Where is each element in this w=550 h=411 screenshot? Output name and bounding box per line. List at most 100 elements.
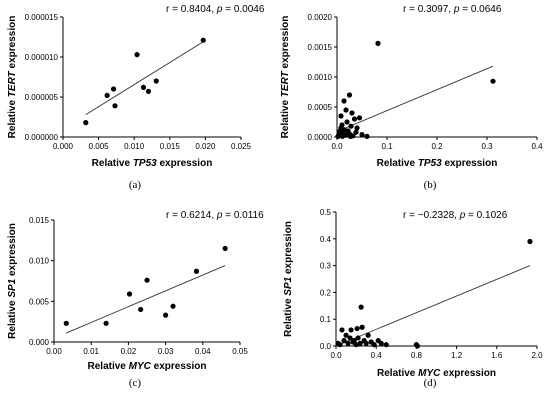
y-tick-label: 0.000010 — [25, 53, 59, 62]
y-tick-label: 0.1 — [320, 315, 332, 324]
data-point — [490, 78, 496, 84]
y-tick-label: 0.2 — [320, 288, 332, 297]
data-point — [339, 122, 345, 128]
x-tick-label: 0.00 — [46, 347, 62, 356]
y-tick-label: 0.0010 — [308, 73, 333, 82]
data-point — [356, 115, 363, 121]
data-point — [349, 110, 355, 116]
y-tick-label: 0.000015 — [25, 13, 59, 22]
data-point — [354, 125, 360, 131]
chart-panel-1: 0.000 0.005 0.010 0.015 0.020 0.025 0.000000 0.… — [7, 4, 265, 191]
data-point — [353, 129, 359, 135]
x-tick-label: 0.025 — [231, 142, 252, 151]
panel-label: (a) — [129, 179, 142, 191]
data-point — [104, 92, 110, 98]
x-tick-label: 0.020 — [195, 142, 216, 151]
data-point — [345, 340, 351, 346]
data-point — [110, 86, 117, 92]
x-tick-label: 0.000 — [53, 142, 74, 151]
y-axis-title: Relative TERT expression — [280, 16, 291, 139]
y-tick-label: 0.000 — [29, 338, 50, 347]
x-tick-label: 0.8 — [411, 351, 423, 360]
data-point — [357, 340, 363, 346]
correlation-annotation: r = 0.6214, p = 0.0116 — [166, 210, 264, 221]
y-tick-label: 0.0 — [320, 342, 332, 351]
regression-line — [335, 265, 531, 347]
data-point — [339, 133, 346, 139]
data-point — [358, 304, 364, 310]
y-tick-label: 0.0020 — [308, 13, 333, 22]
y-tick-label: 0.3 — [320, 262, 332, 271]
data-point — [138, 306, 144, 313]
x-tick-label: 0.0 — [331, 142, 343, 151]
data-point — [63, 320, 69, 326]
y-tick-label: 0.4 — [320, 235, 332, 244]
data-point — [200, 37, 206, 43]
data-point — [378, 340, 384, 346]
data-point — [347, 335, 353, 341]
data-point — [222, 245, 228, 252]
x-tick-label: 0.010 — [124, 142, 145, 151]
y-tick-label: 0.005 — [29, 297, 50, 306]
y-tick-label: 0.000005 — [25, 93, 59, 102]
data-point — [153, 78, 159, 84]
data-point — [348, 327, 354, 333]
chart-panel-3: 0.00 0.01 0.02 0.03 0.04 0.05 0.000 0.005 0.010 0… — [7, 210, 264, 389]
data-point — [359, 132, 365, 138]
data-point — [354, 325, 360, 332]
data-point — [344, 119, 350, 125]
x-tick-label: 0.0 — [330, 351, 342, 360]
data-point — [351, 116, 358, 122]
x-axis-title: Relative TP53 expression — [92, 158, 213, 169]
y-axis-title: Relative SP1 expression — [283, 221, 294, 337]
x-tick-label: 0.01 — [83, 347, 99, 356]
x-tick-label: 1.6 — [491, 351, 503, 360]
x-tick-label: 2.0 — [531, 351, 543, 360]
x-tick-label: 0.2 — [431, 142, 443, 151]
data-point — [353, 342, 359, 348]
y-tick-label: 0.000000 — [25, 133, 59, 142]
correlation-annotation: r = 0.8404, p = 0.0046 — [166, 4, 265, 15]
panel-label: (d) — [424, 377, 437, 389]
regression-line — [85, 41, 204, 115]
data-point — [348, 123, 354, 129]
x-tick-label: 0.1 — [381, 142, 393, 151]
data-point — [346, 92, 353, 98]
data-point — [140, 84, 147, 90]
data-point — [414, 343, 421, 349]
data-point — [341, 98, 347, 104]
data-point — [365, 332, 371, 338]
data-point — [337, 342, 343, 348]
data-point — [170, 303, 176, 309]
data-point — [364, 133, 370, 139]
panel-label: (b) — [424, 179, 437, 191]
correlation-annotation: r = −0.2328, p = 0.1026 — [403, 210, 508, 221]
x-axis-title: Relative MYC expression — [377, 368, 496, 379]
data-point — [112, 103, 118, 109]
y-axis-title: Relative TERT expression — [7, 16, 18, 139]
data-point — [335, 133, 341, 139]
x-tick-label: 0.3 — [481, 142, 493, 151]
panel-label: (c) — [129, 377, 142, 389]
data-point — [163, 312, 169, 318]
y-tick-label: 0.015 — [29, 216, 50, 225]
y-tick-label: 0.010 — [29, 257, 50, 266]
data-point — [126, 291, 133, 297]
data-point — [383, 342, 389, 348]
x-tick-label: 0.005 — [89, 142, 110, 151]
data-point — [355, 335, 361, 341]
correlation-annotation: r = 0.3097, p = 0.0646 — [403, 4, 502, 15]
x-tick-label: 0.02 — [121, 347, 137, 356]
x-axis-title: Relative TP53 expression — [377, 158, 498, 169]
data-point — [371, 342, 377, 348]
x-axis-title: Relative MYC expression — [88, 361, 207, 372]
data-point — [363, 340, 369, 346]
data-point — [343, 332, 349, 338]
x-tick-label: 0.015 — [160, 142, 181, 151]
x-tick-label: 0.03 — [158, 347, 174, 356]
regression-line — [66, 265, 226, 334]
data-point — [145, 88, 152, 94]
data-point — [338, 113, 344, 119]
data-point — [341, 338, 347, 344]
